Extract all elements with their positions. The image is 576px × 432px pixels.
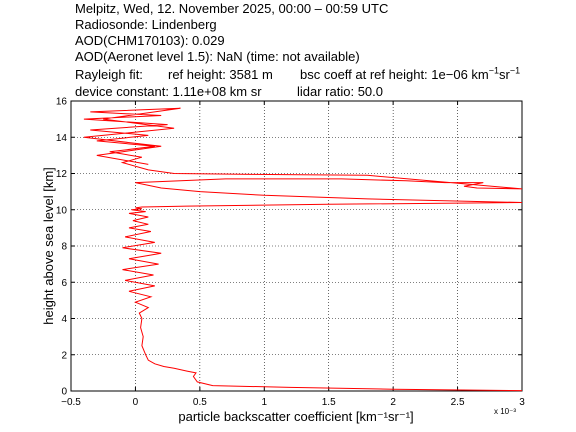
y-tick-label: 12 bbox=[56, 169, 68, 180]
y-tick-label: 10 bbox=[56, 205, 68, 216]
header-lidar-ratio: lidar ratio: 50.0 bbox=[297, 84, 383, 99]
y-tick-label: 6 bbox=[61, 278, 67, 289]
header-aod-chm: AOD(CHM170103): 0.029 bbox=[75, 33, 225, 48]
x-tick-label: 3 bbox=[519, 397, 525, 408]
y-tick-label: 2 bbox=[61, 350, 67, 361]
header-location-time: Melpitz, Wed, 12. November 2025, 00:00 –… bbox=[75, 1, 389, 16]
header-bsc-coeff-text: bsc coeff at ref height: 1e−06 km bbox=[300, 67, 489, 82]
header-bsc-coeff: bsc coeff at ref height: 1e−06 km−1sr−1 bbox=[300, 65, 521, 82]
y-tick-label: 4 bbox=[61, 314, 67, 325]
header-device-constant: device constant: 1.11e+08 km sr bbox=[75, 84, 262, 99]
x-axis-exponent: x 10⁻³ bbox=[494, 407, 516, 416]
y-tick-label: 16 bbox=[56, 97, 68, 108]
x-axis-label: particle backscatter coefficient [km⁻¹sr… bbox=[178, 409, 413, 424]
header-radiosonde: Radiosonde: Lindenberg bbox=[75, 17, 217, 32]
backscatter-profile-line bbox=[83, 107, 523, 392]
y-tick-label: 8 bbox=[61, 242, 67, 253]
x-tick-label: 2.5 bbox=[451, 397, 465, 408]
header-ref-height: ref height: 3581 m bbox=[168, 67, 273, 82]
y-tick-label: 0 bbox=[61, 387, 67, 398]
y-tick-label: 14 bbox=[56, 133, 68, 144]
x-tick-label: 1 bbox=[262, 397, 268, 408]
x-axis: −0.5 0 0.5 1 1.5 2 2.5 3 bbox=[61, 101, 525, 408]
x-tick-label: 1.5 bbox=[322, 397, 336, 408]
x-tick-label: 2 bbox=[390, 397, 396, 408]
header-rayleigh-fit: Rayleigh fit: bbox=[75, 67, 143, 82]
x-tick-label: 0 bbox=[133, 397, 139, 408]
header-aod-aeronet: AOD(Aeronet level 1.5): NaN (time: not a… bbox=[75, 49, 360, 64]
x-tick-label: −0.5 bbox=[61, 397, 81, 408]
y-axis-label: height above sea level [km] bbox=[41, 167, 56, 325]
y-axis: 0 2 4 6 8 10 12 14 16 bbox=[56, 97, 522, 398]
x-tick-label: 0.5 bbox=[193, 397, 207, 408]
